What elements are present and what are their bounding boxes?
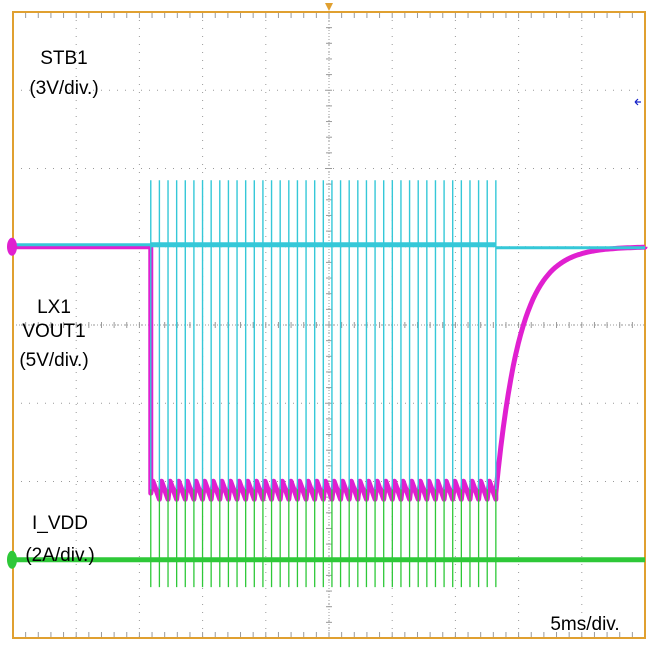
trigger-level-marker [634,98,641,106]
i-vdd-channel-name: I_VDD [32,513,88,534]
stb1-scale-label: (3V/div.) [29,78,99,99]
scope-frame [12,11,646,639]
lx1-channel-name: LX1 [37,297,71,318]
lx1-scale-label: (5V/div.) [19,350,89,371]
i-vdd-ground-marker [7,550,17,569]
timebase-label: 5ms/div. [550,614,620,635]
vout1-channel-name: VOUT1 [22,321,86,342]
i-vdd-scale-label: (2A/div.) [25,545,95,566]
vout1-ground-marker [7,237,17,256]
trigger-marker [325,3,333,11]
stb1-channel-name: STB1 [40,48,88,69]
